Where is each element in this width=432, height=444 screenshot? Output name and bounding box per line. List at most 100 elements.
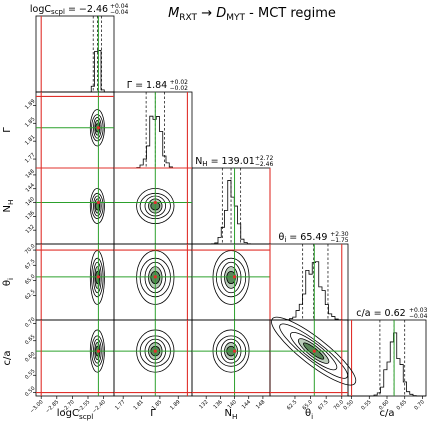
x-axis-NH: 132 136 140 144 148 NH (198, 396, 266, 421)
panel-frame-ca (347, 319, 427, 397)
x-tick-label-NH-1: 136 (213, 399, 224, 410)
panel-frame-theta-ca (269, 319, 349, 397)
summary-err-plus-logC: +0.04 (110, 3, 129, 10)
pair-panel-theta-ca (269, 316, 357, 397)
x-tick-label-ca-3: 0.65 (396, 399, 408, 411)
y-axis-label-ca: c/a (2, 351, 13, 366)
x-axis-label-logC: logCscpl (57, 408, 94, 421)
contour-logC-theta-1 (91, 257, 104, 298)
contour-logC-theta-2 (93, 261, 102, 294)
pair-panel-logC-theta (35, 243, 115, 321)
x-axis-ca: 0.50 0.55 0.60 0.65 0.70c/a (343, 396, 426, 419)
x-tick-label-Gamma-1: 1.81 (133, 399, 145, 411)
y-axis-label-Gamma: Γ (2, 127, 13, 133)
contour-NH-theta-2 (220, 261, 242, 294)
summary-err-minus-logC: −0.04 (110, 9, 129, 16)
y-tick-label-NH-2: 140 (25, 196, 36, 207)
histogram-ca (348, 332, 427, 397)
histogram-NH (192, 180, 270, 245)
x-axis-theta: 62.5 65.0 67.5 70.0θi (286, 396, 345, 421)
truth-marker-logC-ca (96, 349, 100, 353)
summary-title-ca: c/a = 0.62 (356, 308, 405, 319)
y-tick-label-NH-3: 144 (25, 182, 37, 194)
y-tick-label-NH-4: 148 (25, 169, 36, 180)
contour-logC-NH-2 (93, 195, 102, 217)
y-tick-label-Gamma-0: 1.77 (24, 152, 36, 164)
panel-frame-logC-Gamma (35, 91, 115, 169)
x-axis-label-NH: NH (225, 408, 238, 421)
summary-err-minus-Gamma: −0.02 (170, 85, 189, 92)
panel-frame-Gamma (113, 91, 193, 169)
y-tick-label-ca-2: 0.60 (24, 351, 36, 363)
pair-panel-logC-Gamma (35, 91, 115, 169)
histogram-Gamma (114, 115, 192, 169)
truth-marker-logC-theta (96, 275, 100, 279)
x-tick-label-theta-2: 67.5 (317, 399, 329, 411)
pair-panel-Gamma-NH (113, 167, 193, 245)
y-tick-label-Gamma-2: 1.85 (24, 116, 36, 128)
summary-err-plus-theta: +2.30 (330, 231, 349, 238)
y-tick-label-Gamma-1: 1.81 (24, 134, 36, 146)
y-tick-label-theta-3: 70.0 (24, 243, 36, 255)
y-tick-label-theta-0: 62.5 (24, 289, 36, 301)
x-tick-label-logC-4: −2.40 (92, 399, 107, 414)
x-tick-label-Gamma-0: 1.77 (114, 399, 126, 411)
pair-panel-Gamma-theta (113, 243, 193, 321)
diag-panel-logC: logCscpl = −2.46 +0.04−0.04 (30, 3, 129, 93)
summary-title-theta: θi = 65.49 (279, 232, 328, 244)
diag-panel-theta: θi = 65.49 +2.30−1.75 (269, 231, 349, 321)
y-axis-theta: 62.5 65.0 67.5 70.0 θi (2, 243, 37, 301)
x-tick-label-theta-0: 62.5 (286, 399, 298, 411)
panel-frame-theta (269, 243, 349, 321)
y-tick-label-theta-1: 65.0 (24, 274, 36, 286)
pair-panel-NH-ca (191, 319, 271, 397)
x-tick-label-NH-3: 144 (241, 399, 253, 411)
x-tick-label-NH-0: 132 (198, 399, 209, 410)
x-axis-Gamma: 1.77 1.81 1.85 1.89Γ (114, 396, 182, 419)
summary-err-minus-ca: −0.04 (409, 313, 428, 320)
panel-frame-logC (35, 15, 115, 93)
truth-marker-theta-ca (312, 349, 316, 353)
x-tick-label-NH-4: 148 (255, 399, 266, 410)
summary-title-logC: logCscpl = −2.46 (30, 4, 108, 16)
x-tick-label-ca-4: 0.70 (413, 399, 425, 411)
pair-panel-Gamma-ca (113, 319, 193, 397)
diag-panel-NH: NH = 139.01 +2.72−2.46 (191, 155, 274, 245)
contour-theta-ca-1 (279, 323, 348, 379)
diag-panel-ca: c/a = 0.62 +0.03−0.04 (347, 307, 428, 397)
truth-marker-logC-NH (96, 200, 100, 205)
figure-title: MRXT → DMYT - MCT regime (168, 6, 336, 23)
summary-err-minus-NH: −2.46 (255, 161, 274, 168)
summary-err-plus-Gamma: +0.02 (170, 79, 189, 86)
y-tick-label-Gamma-3: 1.89 (24, 98, 36, 110)
truth-marker-Gamma-ca (153, 349, 157, 353)
pair-panel-logC-NH (35, 167, 115, 245)
diag-panel-Gamma: Γ = 1.84 +0.02−0.02 (113, 79, 193, 169)
pair-panel-logC-ca (35, 319, 115, 397)
y-axis-ca: 0.50 0.55 0.60 0.65 0.70 c/a (2, 317, 37, 399)
y-axis-NH: 132 136 140 144 148 NH (2, 169, 36, 236)
x-tick-label-logC-0: −3.00 (29, 399, 44, 414)
truth-marker-logC-Gamma (96, 126, 100, 130)
x-tick-label-NH-2: 140 (227, 399, 238, 410)
contour-theta-ca-2 (290, 331, 338, 371)
panel-frame-logC-theta (35, 243, 115, 321)
truth-marker-Gamma-NH (153, 200, 157, 205)
x-axis-label-ca: c/a (380, 408, 395, 419)
y-tick-label-ca-0: 0.50 (24, 386, 36, 398)
truth-marker-NH-theta (232, 275, 237, 279)
summary-err-plus-NH: +2.72 (255, 155, 274, 162)
summary-title-Gamma: Γ = 1.84 (127, 80, 167, 91)
y-axis-label-theta: θi (2, 278, 15, 286)
y-tick-label-NH-0: 132 (25, 224, 36, 235)
x-axis-label-Gamma: Γ (150, 408, 156, 419)
histogram-theta (270, 261, 349, 321)
y-axis-label-NH: NH (2, 200, 15, 213)
x-tick-label-ca-0: 0.50 (343, 399, 355, 411)
summary-err-minus-theta: −1.75 (330, 237, 349, 244)
y-tick-label-theta-2: 67.5 (24, 258, 36, 270)
contour-logC-NH-0 (89, 187, 105, 224)
y-tick-label-ca-4: 0.70 (24, 317, 36, 329)
